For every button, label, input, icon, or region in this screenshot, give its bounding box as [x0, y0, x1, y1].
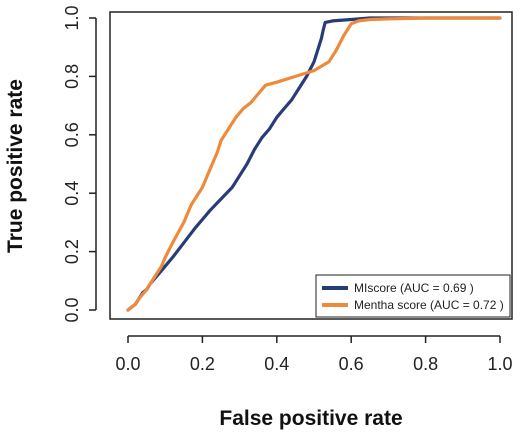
series-lines [126, 16, 502, 312]
axes: 0.0 0.2 0.4 0.6 0.8 1.0 0.0 0.2 0.4 0.6 0.8 1.0 [62, 5, 513, 374]
y-tick-label: 0.2 [62, 239, 82, 264]
y-tick-label: 0.0 [62, 297, 82, 322]
legend-label-mentha: Mentha score (AUC = 0.72 ) [354, 298, 504, 312]
legend-label-miscore: MIscore (AUC = 0.69 ) [354, 281, 474, 295]
y-axis-title: True positive rate [4, 79, 27, 253]
legend: MIscore (AUC = 0.69 ) Mentha score (AUC … [315, 274, 511, 318]
y-tick-label: 0.6 [62, 122, 82, 147]
x-tick-label: 1.0 [487, 354, 512, 374]
x-axis-title: False positive rate [219, 407, 402, 430]
x-tick-label: 0.4 [264, 354, 289, 374]
series-line-mentha [126, 16, 502, 312]
series-line-miscore [126, 16, 502, 312]
x-tick-label: 0.6 [339, 354, 364, 374]
x-tick-label: 0.8 [413, 354, 438, 374]
legend-box [315, 274, 511, 318]
y-tick-label: 0.8 [62, 64, 82, 89]
y-tick-label: 0.4 [62, 181, 82, 206]
x-tick-label: 0.2 [190, 354, 215, 374]
x-tick-label: 0.0 [115, 354, 140, 374]
y-tick-label: 1.0 [62, 5, 82, 30]
plot-frame [109, 11, 513, 320]
